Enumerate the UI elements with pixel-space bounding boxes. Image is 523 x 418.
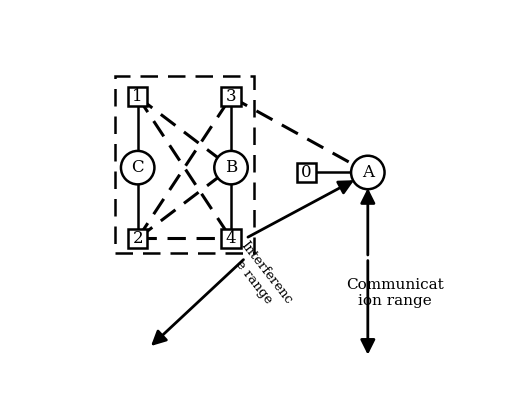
Text: 4: 4 <box>226 230 236 247</box>
Text: 1: 1 <box>132 88 143 105</box>
Bar <box>128 87 147 107</box>
Bar <box>221 87 241 107</box>
Text: B: B <box>225 159 237 176</box>
Text: C: C <box>131 159 144 176</box>
Bar <box>221 229 241 248</box>
Circle shape <box>214 151 248 184</box>
Text: Interferenc
e range: Interferenc e range <box>225 239 294 316</box>
Bar <box>297 163 316 182</box>
Circle shape <box>121 151 154 184</box>
Text: 2: 2 <box>132 230 143 247</box>
Text: Communicat
ion range: Communicat ion range <box>346 278 444 308</box>
Text: A: A <box>362 164 374 181</box>
Text: 3: 3 <box>226 88 236 105</box>
Bar <box>115 76 254 253</box>
Circle shape <box>351 156 384 189</box>
Bar <box>128 229 147 248</box>
Text: 0: 0 <box>301 164 312 181</box>
